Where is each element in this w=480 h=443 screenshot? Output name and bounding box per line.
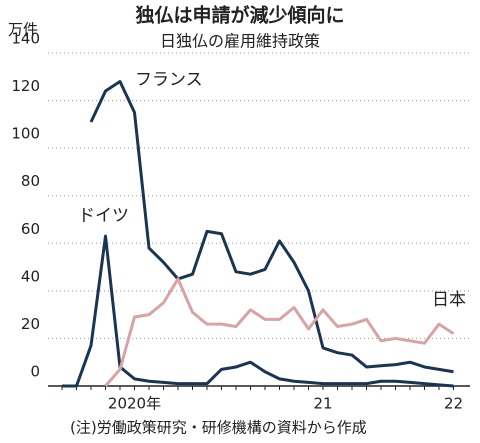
- y-tick-label: 60: [21, 220, 40, 238]
- y-tick-label: 100: [11, 125, 40, 143]
- series-label: フランス: [135, 70, 203, 90]
- x-tick-label: 22: [444, 395, 463, 413]
- x-tick-label: 21: [313, 395, 332, 413]
- y-tick-label: 140: [11, 30, 40, 48]
- y-tick-label: 40: [21, 267, 40, 285]
- chart-title: 独仏は申請が減少傾向に: [135, 4, 344, 27]
- y-axis-label: 万件: [8, 21, 38, 39]
- y-tick-label: 0: [30, 363, 40, 381]
- series-line: [104, 277, 455, 387]
- x-tick-label: 2020年: [108, 395, 161, 413]
- y-tick-label: 120: [11, 77, 40, 95]
- y-tick-label: 80: [21, 172, 40, 190]
- chart-subtitle: 日独仏の雇用維持政策: [160, 32, 320, 51]
- series-label: ドイツ: [78, 206, 129, 226]
- y-tick-label: 20: [21, 315, 40, 333]
- series-line: [62, 234, 454, 388]
- note: (注)労働政策研究・研修機構の資料から作成: [70, 419, 367, 437]
- series-label: 日本: [432, 290, 466, 310]
- series-line: [89, 80, 454, 374]
